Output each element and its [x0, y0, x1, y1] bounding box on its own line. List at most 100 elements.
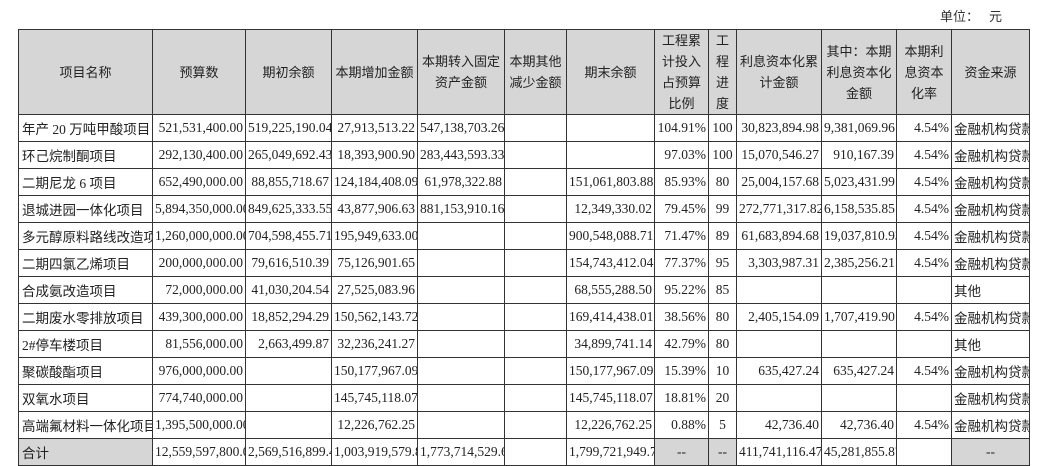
- transfer-fixed-assets-cell: 881,153,910.16: [417, 195, 505, 223]
- capitalization-rate-cell: 4.54%: [896, 168, 952, 196]
- col-transfer-fixed-assets-header: 本期转入固定资产金额: [417, 29, 505, 115]
- progress-cell: 5: [708, 411, 737, 439]
- increase-cell: 27,913,513.22: [331, 114, 418, 142]
- capitalization-rate-cell: 4.54%: [896, 195, 952, 223]
- increase-cell: 27,525,083.96: [331, 276, 418, 304]
- fund-source-cell: 金融机构贷款: [951, 222, 1030, 250]
- opening-balance-cell: 2,569,516,899.49: [245, 438, 332, 466]
- transfer-fixed-assets-cell: 1,773,714,529.63: [417, 438, 505, 466]
- table-row: 高端氟材料一体化项目 1,395,500,000.00 12,226,762.25 1…: [18, 411, 1030, 439]
- table-row: 二期尼龙 6 项目 652,490,000.00 88,855,718.67 124,…: [18, 168, 1030, 196]
- budget-ratio-cell: 79.45%: [654, 195, 709, 223]
- other-decrease-cell: [504, 141, 567, 169]
- increase-cell: 145,745,118.07: [331, 384, 418, 412]
- capitalized-interest-cell: 30,823,894.98: [736, 114, 822, 142]
- fund-source-cell: 金融机构贷款: [951, 357, 1030, 385]
- project-name-cell: 合成氨改造项目: [18, 276, 153, 304]
- fund-source-cell: 金融机构贷款: [951, 303, 1030, 331]
- other-decrease-cell: [504, 195, 567, 223]
- increase-cell: 195,949,633.00: [331, 222, 418, 250]
- budget-ratio-cell: 38.56%: [654, 303, 709, 331]
- capitalized-interest-cell: 2,405,154.09: [736, 303, 822, 331]
- budget-cell: 5,894,350,000.00: [152, 195, 246, 223]
- budget-ratio-cell: 104.91%: [654, 114, 709, 142]
- current-capitalized-interest-cell: [821, 276, 897, 304]
- project-name-cell: 二期废水零排放项目: [18, 303, 153, 331]
- budget-cell: 439,300,000.00: [152, 303, 246, 331]
- budget-cell: 774,740,000.00: [152, 384, 246, 412]
- col-capitalization-rate-header: 本期利息资本化率: [896, 29, 952, 115]
- project-name-cell: 2#停车楼项目: [18, 330, 153, 358]
- budget-cell: 81,556,000.00: [152, 330, 246, 358]
- project-name-cell: 合计: [18, 438, 153, 466]
- capitalization-rate-cell: 4.54%: [896, 249, 952, 277]
- project-name-cell: 退城进园一体化项目: [18, 195, 153, 223]
- closing-balance-cell: 68,555,288.50: [566, 276, 655, 304]
- col-opening-balance-header: 期初余额: [245, 29, 332, 115]
- fund-source-cell: 其他: [951, 330, 1030, 358]
- progress-cell: 100: [708, 141, 737, 169]
- progress-cell: 100: [708, 114, 737, 142]
- opening-balance-cell: 41,030,204.54: [245, 276, 332, 304]
- table-row: 2#停车楼项目 81,556,000.00 2,663,499.87 32,236,2…: [18, 330, 1030, 358]
- table-row: 二期四氯乙烯项目 200,000,000.00 79,616,510.39 75,12…: [18, 249, 1030, 277]
- transfer-fixed-assets-cell: [417, 357, 505, 385]
- unit-value: 元: [989, 9, 1003, 24]
- unit-note: 单位： 元: [930, 6, 1002, 25]
- other-decrease-cell: [504, 249, 567, 277]
- fund-source-cell: 其他: [951, 276, 1030, 304]
- budget-cell: 12,559,597,800.00: [152, 438, 246, 466]
- current-capitalized-interest-cell: 6,158,535.85: [821, 195, 897, 223]
- budget-ratio-cell: 42.79%: [654, 330, 709, 358]
- table-row: 退城进园一体化项目 5,894,350,000.00 849,625,333.55 4…: [18, 195, 1030, 223]
- closing-balance-cell: 150,177,967.09: [566, 357, 655, 385]
- opening-balance-cell: 2,663,499.87: [245, 330, 332, 358]
- current-capitalized-interest-cell: 45,281,855.87: [821, 438, 897, 466]
- opening-balance-cell: 849,625,333.55: [245, 195, 332, 223]
- col-project-name-header: 项目名称: [18, 29, 153, 115]
- project-name-cell: 聚碳酸酯项目: [18, 357, 153, 385]
- progress-cell: --: [708, 438, 737, 466]
- progress-cell: 89: [708, 222, 737, 250]
- budget-ratio-cell: 18.81%: [654, 384, 709, 412]
- opening-balance-cell: [245, 384, 332, 412]
- budget-cell: 292,130,400.00: [152, 141, 246, 169]
- project-name-cell: 双氧水项目: [18, 384, 153, 412]
- table-row: 二期废水零排放项目 439,300,000.00 18,852,294.29 150,…: [18, 303, 1030, 331]
- capitalized-interest-cell: [736, 276, 822, 304]
- closing-balance-cell: 169,414,438.01: [566, 303, 655, 331]
- increase-cell: 124,184,408.09: [331, 168, 418, 196]
- increase-cell: 150,562,143.72: [331, 303, 418, 331]
- other-decrease-cell: [504, 222, 567, 250]
- capitalization-rate-cell: 4.54%: [896, 114, 952, 142]
- opening-balance-cell: 18,852,294.29: [245, 303, 332, 331]
- fund-source-cell: 金融机构贷款: [951, 141, 1030, 169]
- col-other-decrease-header: 本期其他减少金额: [504, 29, 567, 115]
- transfer-fixed-assets-cell: 283,443,593.33: [417, 141, 505, 169]
- construction-projects-table: 项目名称 预算数 期初余额 本期增加金额 本期转入固定资产金额 本期其他减少金额 期末余额工…: [18, 29, 1030, 466]
- closing-balance-cell: 12,226,762.25: [566, 411, 655, 439]
- fund-source-cell: 金融机构贷款: [951, 195, 1030, 223]
- transfer-fixed-assets-cell: [417, 330, 505, 358]
- table-row: 年产 20 万吨甲酸项目 521,531,400.00 519,225,190.04…: [18, 114, 1030, 142]
- capitalization-rate-cell: [896, 276, 952, 304]
- progress-cell: 99: [708, 195, 737, 223]
- col-budget-ratio-header: 工程累计投入占预算比例: [654, 29, 709, 115]
- project-name-cell: 年产 20 万吨甲酸项目: [18, 114, 153, 142]
- current-capitalized-interest-cell: 910,167.39: [821, 141, 897, 169]
- closing-balance-cell: 151,061,803.88: [566, 168, 655, 196]
- table-row: 合成氨改造项目 72,000,000.00 41,030,204.54 27,525,…: [18, 276, 1030, 304]
- closing-balance-cell: [566, 141, 655, 169]
- opening-balance-cell: 79,616,510.39: [245, 249, 332, 277]
- table-row: 聚碳酸酯项目 976,000,000.00 150,177,967.09 150,17…: [18, 357, 1030, 385]
- current-capitalized-interest-cell: 5,023,431.99: [821, 168, 897, 196]
- fund-source-cell: 金融机构贷款: [951, 411, 1030, 439]
- capitalized-interest-cell: [736, 330, 822, 358]
- budget-ratio-cell: 85.93%: [654, 168, 709, 196]
- unit-label: 单位：: [940, 9, 980, 24]
- increase-cell: 12,226,762.25: [331, 411, 418, 439]
- opening-balance-cell: 519,225,190.04: [245, 114, 332, 142]
- capitalized-interest-cell: 25,004,157.68: [736, 168, 822, 196]
- fund-source-cell: --: [951, 438, 1030, 466]
- current-capitalized-interest-cell: 9,381,069.96: [821, 114, 897, 142]
